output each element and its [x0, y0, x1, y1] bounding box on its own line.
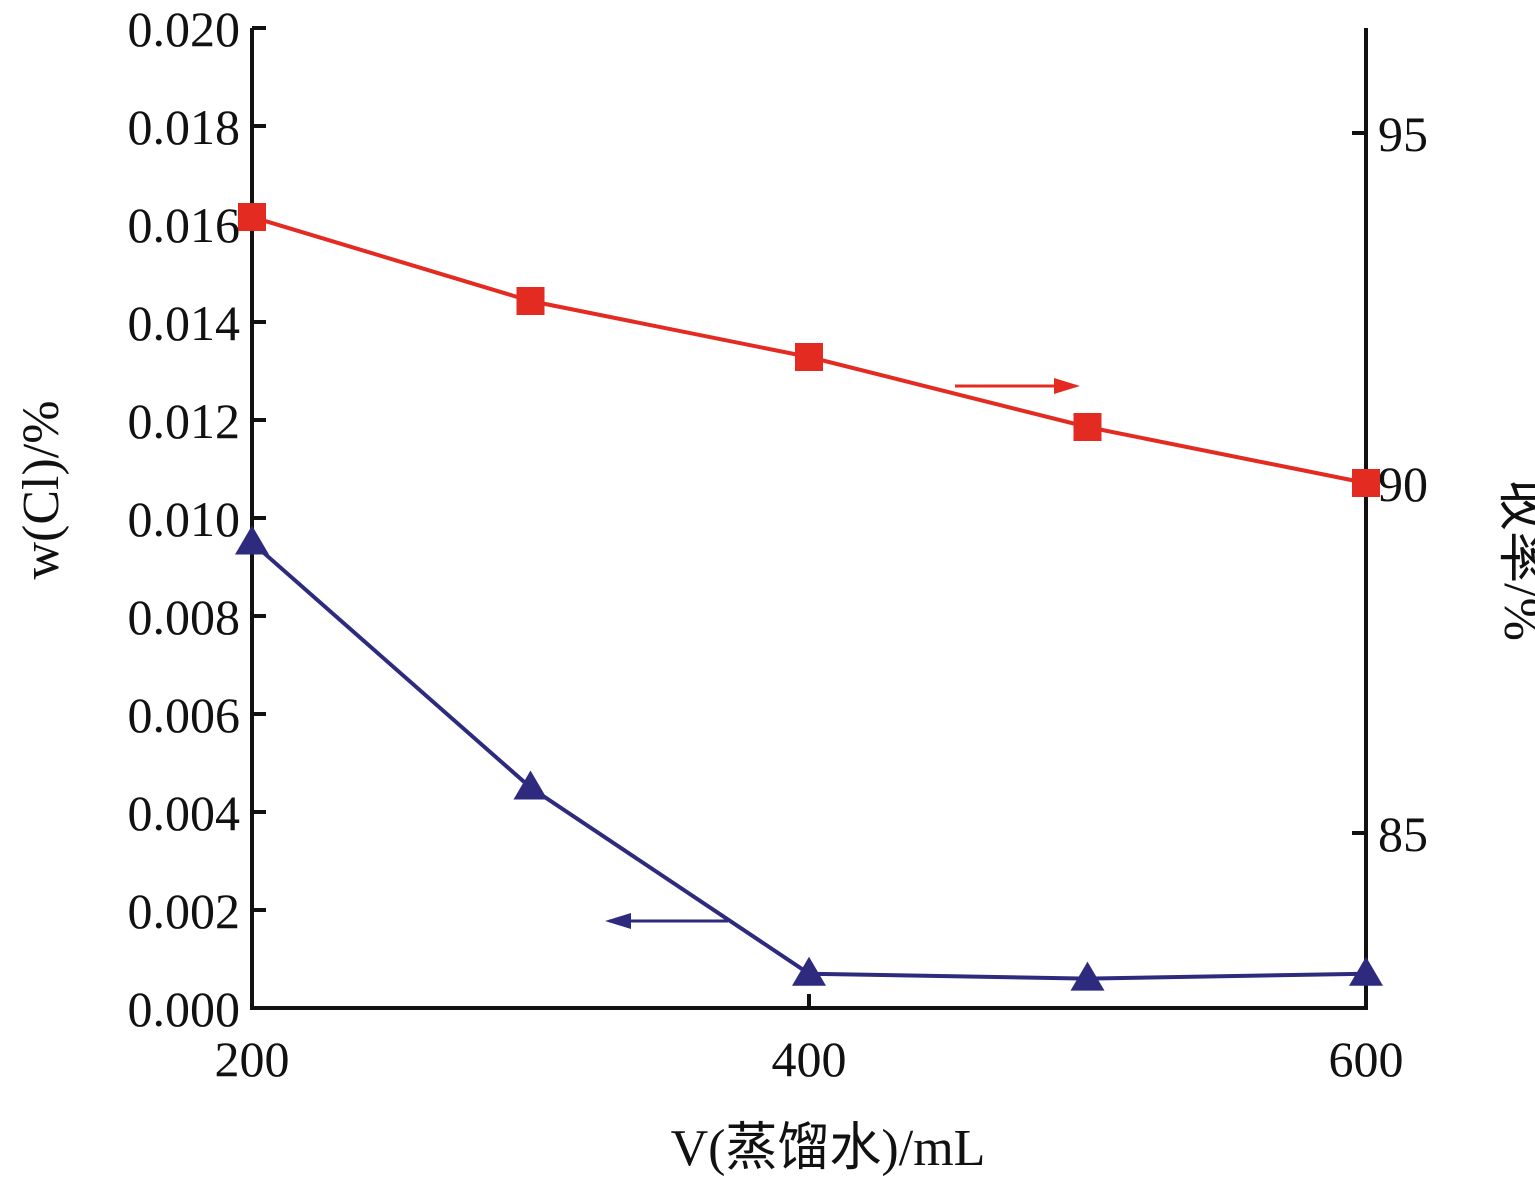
x-axis-title: V(蒸馏水)/mL [671, 1120, 986, 1177]
axes [250, 28, 1368, 1010]
y-left-tick-label: 0.012 [128, 393, 241, 449]
right-arrow-head [1054, 378, 1080, 394]
y-left-tick-label: 0.002 [128, 883, 241, 939]
x-tick-label: 400 [772, 1031, 847, 1087]
y-left-tick-label: 0.014 [128, 295, 241, 351]
series-triangle-line [250, 540, 1367, 981]
x-tick-label: 200 [215, 1031, 290, 1087]
series [235, 203, 1383, 991]
ticks: 0.000 0.002 0.004 0.006 0.008 0.010 0.012 0.014… [128, 1, 1429, 1087]
y-right-tick-label: 85 [1378, 806, 1428, 862]
y-left-tick-label: 0.020 [128, 1, 241, 57]
y-left-tick-label: 0.010 [128, 491, 241, 547]
triangle-marker [1349, 956, 1383, 986]
square-marker [1073, 413, 1102, 441]
y-right-tick-label: 90 [1378, 456, 1428, 512]
y-axis-right-title: 收率/% [1493, 479, 1535, 641]
annotations [605, 378, 1080, 929]
y-axis-left-title: w(Cl)/% [13, 400, 70, 579]
y-left-tick-label: 0.006 [128, 687, 241, 743]
y-left-tick-label: 0.000 [128, 981, 241, 1037]
y-left-tick-label: 0.004 [128, 785, 241, 841]
triangle-marker [1070, 961, 1105, 991]
left-arrow-head [605, 913, 631, 929]
y-left-tick-label: 0.008 [128, 589, 241, 645]
square-marker [1352, 469, 1380, 497]
square-marker [795, 343, 823, 371]
y-left-tick-label: 0.016 [128, 197, 241, 253]
square-marker [238, 203, 266, 231]
x-tick-label: 600 [1329, 1031, 1404, 1087]
y-right-tick-label: 95 [1378, 106, 1428, 162]
triangle-marker [235, 525, 269, 555]
triangle-marker [792, 956, 826, 986]
square-marker [516, 287, 545, 315]
y-left-tick-label: 0.018 [128, 99, 241, 155]
triangle-marker [513, 770, 548, 800]
